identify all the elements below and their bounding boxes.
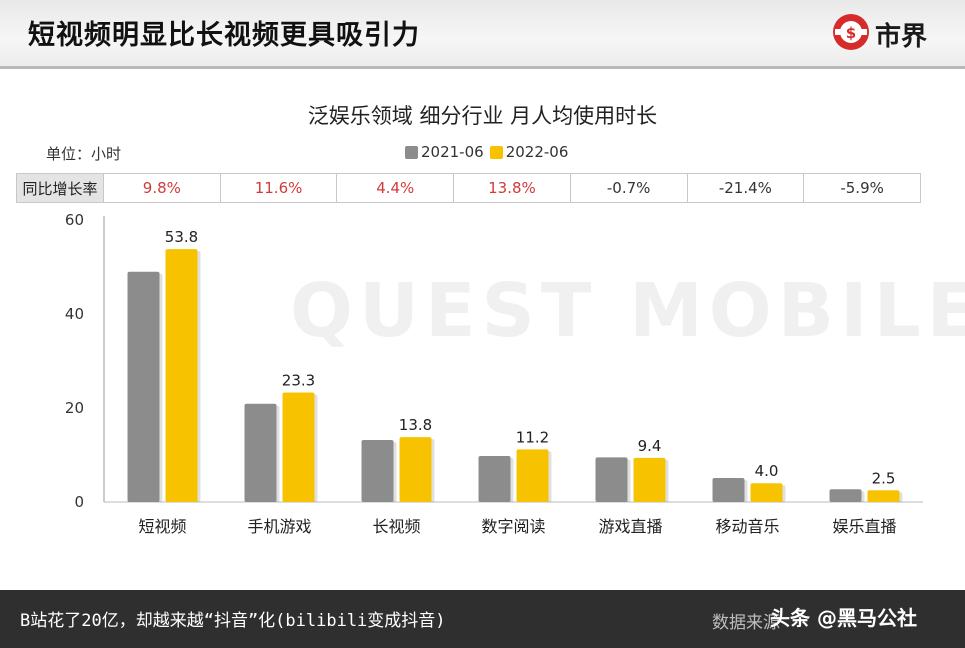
yoy-cell: 9.8% bbox=[103, 173, 221, 203]
data-label: 23.3 bbox=[282, 371, 315, 389]
legend-label-2021: 2021-06 bbox=[421, 143, 484, 161]
watermark: QUEST MOBILE bbox=[290, 268, 965, 354]
bar-2021-06 bbox=[127, 271, 160, 502]
source-label: 数据来源 bbox=[712, 613, 780, 633]
y-tick-label: 20 bbox=[65, 399, 84, 417]
data-label: 53.8 bbox=[165, 228, 198, 246]
bar-2021-06 bbox=[595, 457, 628, 502]
yoy-cell: -0.7% bbox=[569, 173, 688, 203]
bar-2022-06 bbox=[750, 483, 783, 502]
brand-logo: $ 市界 bbox=[831, 12, 941, 54]
bar-2022-06 bbox=[165, 249, 198, 502]
legend-swatch-2022 bbox=[489, 145, 503, 159]
chart-legend: 2021-06 2022-06 bbox=[405, 143, 574, 161]
bar-2021-06 bbox=[478, 455, 511, 502]
header-bar: 短视频明显比长视频更具吸引力 $ 市界 bbox=[0, 0, 965, 69]
credit-label: 头条 @黑马公社 bbox=[770, 606, 917, 630]
bar-2021-06 bbox=[829, 489, 862, 502]
x-tick-label: 数字阅读 bbox=[481, 517, 545, 536]
page-title: 短视频明显比长视频更具吸引力 bbox=[28, 20, 420, 51]
legend-item-2021: 2021-06 bbox=[405, 143, 484, 161]
y-tick-label: 0 bbox=[74, 493, 84, 511]
x-tick-label: 娱乐直播 bbox=[832, 517, 896, 536]
yoy-cell: -21.4% bbox=[686, 173, 805, 203]
unit-label: 单位：小时 bbox=[46, 145, 122, 163]
x-tick-label: 游戏直播 bbox=[598, 517, 662, 536]
brand-name: 市界 bbox=[875, 22, 928, 52]
bar-2022-06 bbox=[516, 449, 549, 502]
data-label: 13.8 bbox=[399, 416, 432, 434]
bar-chart: 0 20 40 60 53.8 短视频 23.3 手机游戏 13.8 长视频 11.2 数字阅读 9.4… bbox=[65, 211, 923, 536]
yoy-table: 同比增长率 9.8% 11.6% 4.4% 13.8% -0.7% -21.4%… bbox=[16, 173, 921, 203]
yoy-cell: 13.8% bbox=[453, 173, 571, 203]
yoy-row: 同比增长率 9.8% 11.6% 4.4% 13.8% -0.7% -21.4%… bbox=[16, 173, 921, 203]
chart-title: 泛娱乐领域 细分行业 月人均使用时长 bbox=[307, 104, 658, 128]
caption: B站花了20亿，却越来越“抖音”化(bilibili变成抖音) bbox=[20, 611, 446, 631]
legend-swatch-2021 bbox=[405, 145, 418, 159]
footer-bar bbox=[0, 590, 965, 648]
data-label: 2.5 bbox=[872, 469, 896, 487]
bar-2021-06 bbox=[712, 478, 745, 502]
yoy-cell: 4.4% bbox=[336, 173, 455, 203]
data-label: 4.0 bbox=[755, 462, 779, 480]
yoy-cell: -5.9% bbox=[803, 173, 921, 203]
y-tick-label: 40 bbox=[65, 305, 84, 323]
x-tick-label: 移动音乐 bbox=[715, 517, 779, 536]
bar-2021-06 bbox=[361, 439, 394, 502]
x-tick-label: 手机游戏 bbox=[247, 517, 311, 536]
yoy-cell: 11.6% bbox=[219, 173, 338, 203]
yoy-header-cell: 同比增长率 bbox=[16, 173, 104, 203]
legend-item-2022: 2022-06 bbox=[489, 143, 569, 161]
bar-2022-06 bbox=[399, 437, 432, 502]
x-tick-label: 短视频 bbox=[138, 517, 186, 536]
svg-text:$: $ bbox=[846, 24, 856, 42]
bar-2022-06 bbox=[282, 392, 315, 502]
data-label: 9.4 bbox=[638, 437, 662, 455]
bar-2022-06 bbox=[633, 457, 666, 502]
legend-label-2022: 2022-06 bbox=[505, 143, 569, 161]
x-tick-label: 长视频 bbox=[372, 517, 420, 536]
bar-2021-06 bbox=[244, 403, 277, 502]
y-tick-label: 60 bbox=[65, 211, 84, 229]
brand-logo-icon: $ bbox=[833, 14, 869, 50]
bar-2022-06 bbox=[867, 490, 900, 502]
data-label: 11.2 bbox=[516, 428, 549, 446]
